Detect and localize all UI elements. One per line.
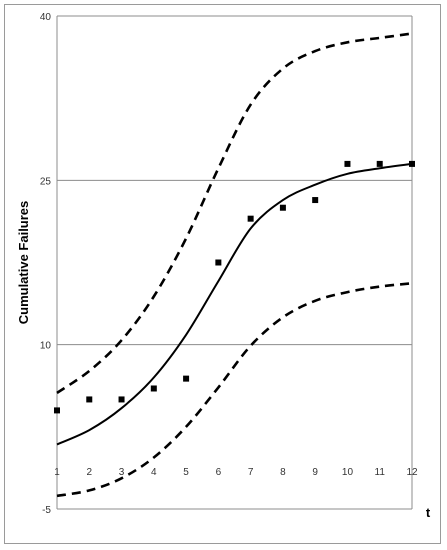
y-tick-label: -5 <box>42 505 51 516</box>
data-point-marker <box>215 259 222 266</box>
data-point-marker <box>376 160 383 167</box>
x-tick-label: 10 <box>342 467 354 478</box>
fitted-curve-line <box>56 162 413 446</box>
chart-frame: -5 10 25 40 1 2 3 4 5 6 7 8 9 10 11 12 Cumulative Fail… <box>4 4 441 544</box>
gridlines <box>57 15 412 346</box>
data-point-marker <box>279 204 286 211</box>
x-tick-label: 5 <box>183 467 189 478</box>
data-point-marker <box>150 385 157 392</box>
y-tick-label: 40 <box>40 12 52 23</box>
x-tick-label: 7 <box>248 467 254 478</box>
data-point-marker <box>183 375 190 382</box>
y-axis-label: Cumulative Failures <box>16 201 31 325</box>
data-point-marker <box>312 197 319 204</box>
data-point-marker <box>247 215 254 222</box>
data-point-marker <box>344 160 351 167</box>
x-tick-label: 4 <box>151 467 157 478</box>
x-tick-label: 11 <box>375 467 386 478</box>
x-tick-label: 3 <box>119 467 125 478</box>
x-tick-label: 2 <box>86 467 92 478</box>
y-tick-label: 10 <box>40 341 52 352</box>
x-tick-label: 6 <box>216 467 222 478</box>
x-tick-label: 1 <box>54 467 60 478</box>
dashed-bound-line <box>56 282 413 498</box>
x-tick-label: 8 <box>280 467 286 478</box>
data-point-marker <box>86 396 93 403</box>
series-group <box>54 32 415 498</box>
data-point-marker <box>118 396 125 403</box>
data-point-marker <box>54 407 60 414</box>
plot-area <box>56 16 413 510</box>
y-tick-labels: -5 10 25 40 <box>40 12 52 516</box>
x-tick-label: 9 <box>312 467 318 478</box>
x-axis-label: t <box>426 505 431 520</box>
x-tick-labels: 1 2 3 4 5 6 7 8 9 10 11 12 <box>54 467 418 478</box>
x-tick-label: 12 <box>406 467 418 478</box>
dashed-bound-line <box>56 32 413 394</box>
y-tick-label: 25 <box>40 176 52 187</box>
